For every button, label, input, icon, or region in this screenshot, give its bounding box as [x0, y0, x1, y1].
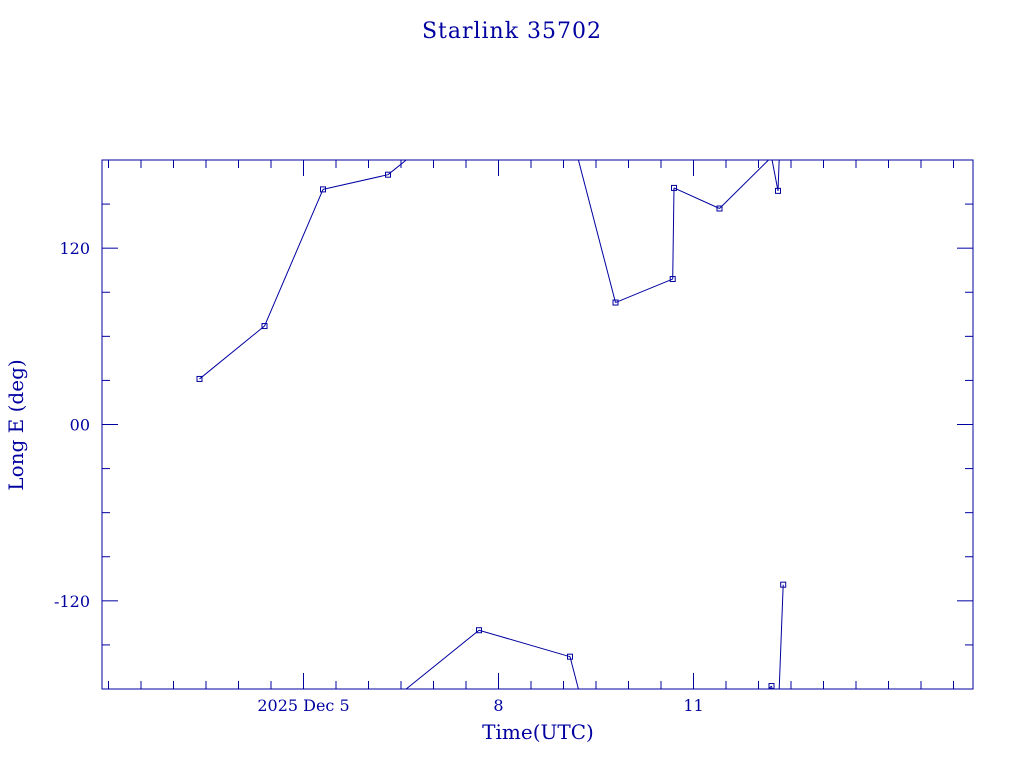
y-axis-title: Long E (deg)	[4, 359, 28, 490]
data-point	[196, 375, 203, 382]
data-point	[261, 323, 268, 330]
y-tick-label: 00	[70, 416, 90, 435]
series-segment	[405, 629, 480, 690]
series-segment	[387, 159, 407, 176]
series-segment	[264, 189, 324, 327]
series-segment	[199, 325, 265, 380]
series-segment	[478, 629, 571, 658]
series-segment	[771, 159, 779, 191]
y-tick-label: -120	[54, 592, 90, 611]
y-tick-label: 120	[59, 239, 90, 258]
data-point	[320, 186, 326, 193]
data-point	[476, 627, 482, 634]
data-point	[780, 581, 787, 588]
series-segment	[615, 278, 673, 303]
data-point	[567, 653, 573, 660]
minor-ticks	[102, 160, 973, 689]
data-point	[716, 205, 723, 212]
chart-title: Starlink 35702	[422, 19, 602, 44]
series-segment	[672, 187, 675, 280]
x-axis-title: Time(UTC)	[482, 720, 594, 744]
data-point	[768, 683, 775, 690]
series-segment	[777, 159, 780, 191]
x-tick-label: 8	[493, 696, 503, 715]
x-tick-label: 2025 Dec 5	[257, 696, 349, 715]
data-point	[669, 276, 676, 283]
x-tick-label: 11	[683, 696, 703, 715]
series-segment	[719, 159, 769, 209]
major-ticks	[102, 160, 973, 689]
series-segment	[778, 584, 784, 690]
series-layer	[196, 159, 787, 690]
data-point	[385, 171, 391, 178]
plot-frame	[101, 159, 974, 690]
series-segment	[577, 159, 616, 303]
data-point	[612, 299, 619, 306]
data-point	[671, 184, 677, 191]
series-segment	[569, 656, 579, 690]
plot-area	[101, 159, 974, 690]
series-segment	[673, 187, 720, 209]
series-segment	[322, 174, 389, 190]
data-point	[775, 187, 781, 194]
tick-labels: 2025 Dec 5 8 11 120 00 -120	[54, 239, 704, 715]
